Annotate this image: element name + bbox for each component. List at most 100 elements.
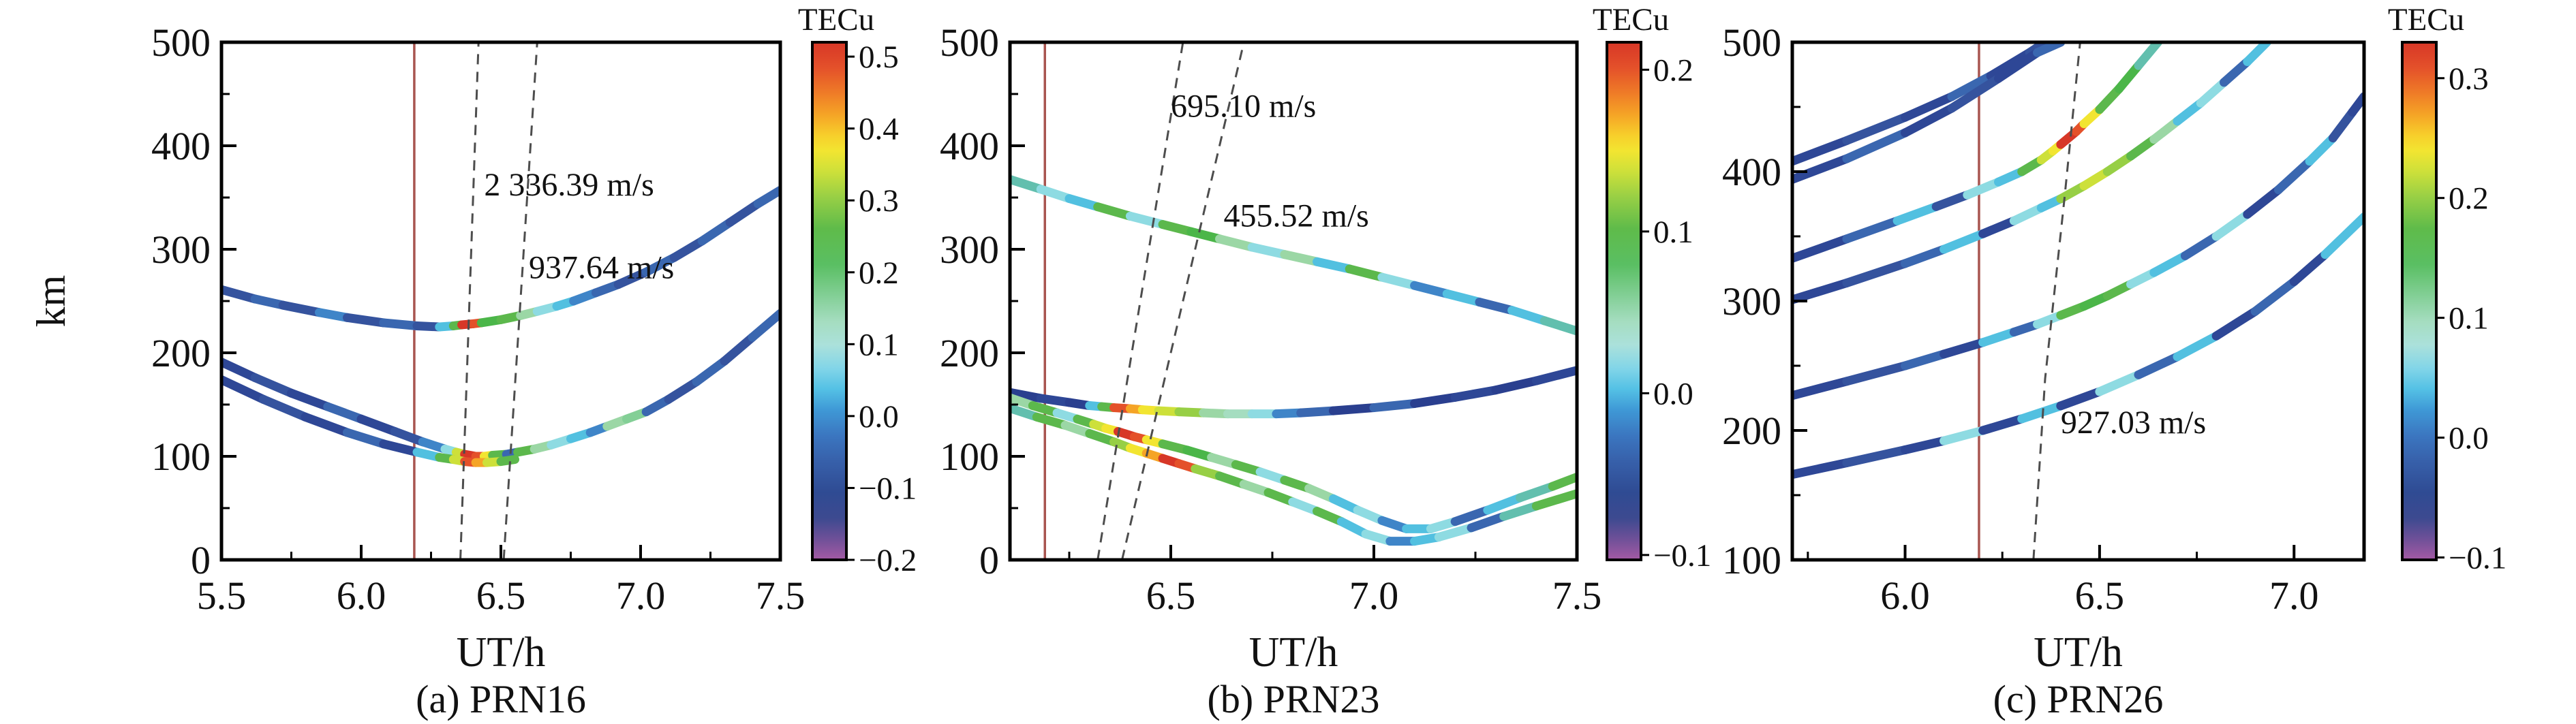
track-segment-arc-upper [641, 253, 679, 277]
track-segment-arc-top [1313, 257, 1354, 274]
track-segment-arc-top [1475, 298, 1517, 315]
track-segment-arc-3 [2243, 42, 2271, 66]
colorbar-tick-label: 0.4 [859, 112, 899, 147]
track-segment-arc-4 [2273, 157, 2314, 195]
colorbar-tick-label: −0.2 [859, 543, 917, 578]
panel-caption: (c) PRN26 [1993, 677, 2164, 721]
track-segment-arc-1a [1986, 48, 2034, 80]
track-segment-arc-2 [1842, 216, 1902, 244]
track-segment-arc-upper [753, 185, 780, 208]
x-axis-tick-label: 7.5 [1552, 573, 1602, 618]
track-segment-arc-low-2 [1531, 489, 1577, 511]
y-axis-tick-label: 200 [940, 331, 999, 375]
track-segment-arc-top [1247, 242, 1289, 259]
wavefront-speed-annotation: 937.64 m/s [529, 250, 674, 286]
track-segment-arc-4 [1939, 338, 1988, 359]
track-segment-arc-4 [2328, 108, 2357, 143]
track-segment-arc-top [1036, 185, 1074, 204]
panel-b: 695.10 m/s 455.52 m/s 6.5 7.0 7.5 0 100 200 300 4… [940, 2, 1711, 721]
colorbar-tick-label: −0.1 [1653, 538, 1711, 573]
track-segment-arc-low-2 [1434, 523, 1476, 542]
y-axis-tick-label: 400 [1722, 150, 1781, 194]
track-segment-arc-4 [2348, 92, 2364, 117]
track-segment-arc-4 [2305, 133, 2337, 166]
track-segment-arc-middle [748, 309, 780, 342]
track-segment-arc-top [1064, 194, 1103, 212]
track-segment-arc-4 [2180, 232, 2221, 260]
track-segment-arc-2 [1963, 177, 2003, 200]
y-axis-tick-label: 500 [151, 20, 211, 65]
wavefront-speed-annotation: 695.10 m/s [1171, 88, 1316, 124]
wavefront-dashed-line [459, 42, 480, 560]
y-axis-tick-label: 100 [940, 435, 999, 479]
y-axis-tick-label: 500 [1722, 20, 1781, 65]
y-axis-tick-label: 100 [151, 435, 211, 479]
wavefront-dashed-line [502, 42, 538, 560]
y-axis-title: km [29, 275, 74, 328]
x-axis-title: UT/h [2034, 629, 2123, 676]
track-segment-arc-1a [1947, 71, 1995, 101]
track-segment-arc-low-2 [1467, 511, 1509, 533]
track-segment-arc-3 [2220, 57, 2252, 87]
colorbar-tick-label: 0.0 [1653, 376, 1693, 411]
track-segment-arc-1b [1842, 128, 1910, 163]
track-segment-arc-top [1280, 250, 1322, 266]
track-segment-arc-top [1539, 316, 1577, 336]
track-segment-arc-lower [496, 455, 519, 467]
x-axis-tick-label: 7.5 [756, 573, 806, 618]
track-segment-arc-lower [259, 394, 310, 422]
track-segment-arc-upper [613, 267, 651, 289]
track-segment-arc-top [1125, 211, 1167, 230]
track-segment-arc-low-2 [1336, 517, 1370, 539]
track-segment-arc-upper [379, 318, 422, 330]
track-segment-arc-1b [1947, 74, 2003, 113]
track-segment-arc-5 [2289, 250, 2330, 286]
track-segment-arc-5 [2017, 401, 2066, 424]
track-segment-arc-low-2 [1032, 412, 1070, 430]
track-segment-arc-top [1410, 281, 1452, 298]
axes-spines [219, 40, 782, 562]
track-segment-arc-3 [2102, 151, 2136, 176]
track-segment-arc-3 [2009, 203, 2046, 225]
track-segment-arc-5 [2056, 387, 2104, 411]
colorbar-tick-label: 0.0 [2449, 421, 2489, 456]
track-segment-arc-upper [725, 199, 763, 227]
track-segment-arc-2 [1792, 234, 1852, 263]
colorbar [1606, 41, 1642, 561]
plot-area [1010, 42, 1577, 560]
track-segment-arc-4 [2211, 210, 2252, 241]
track-segment-arc-top [1442, 289, 1484, 307]
y-axis-tick-label: 400 [151, 124, 211, 168]
track-segment-arc-1b [1901, 104, 1957, 138]
track-segment-arc-middle [221, 358, 260, 382]
wavefront-speed-annotation: 927.03 m/s [2061, 405, 2206, 441]
track-segment-arc-3 [1978, 216, 2019, 238]
track-segment-arc-dark [1296, 406, 1338, 418]
colorbar-title: TECu [1593, 2, 1669, 37]
wavefront-dashed-line [2032, 42, 2081, 560]
track-segment-arc-middle [356, 414, 399, 437]
y-axis-tick-label: 100 [1722, 538, 1781, 582]
track-segment-arc-top [1158, 220, 1196, 236]
axes-spines [1790, 40, 2366, 562]
track-segment-arc-1b [1993, 48, 2042, 83]
panel-c: 927.03 m/s 6.0 6.5 7.0 100 200 300 400 500 UT/h(c… [1722, 2, 2506, 721]
track-segment-arc-upper [697, 217, 735, 246]
track-segment-arc-3 [2056, 181, 2089, 204]
track-segment-arc-lower [379, 439, 422, 457]
track-segment-arc-middle [250, 373, 296, 398]
track-segment-arc-middle [664, 377, 701, 404]
x-axis-title: UT/h [1249, 629, 1338, 676]
track-segment-arc-4 [1792, 377, 1852, 400]
track-segment-arc-dark [1531, 366, 1577, 385]
track-segment-arc-5 [2250, 277, 2299, 316]
track-segment-arc-3 [2126, 135, 2159, 161]
track-segment-arc-2 [1892, 202, 1941, 225]
track-segment-arc-dark [1491, 376, 1541, 395]
track-segment-arc-top [1507, 306, 1549, 326]
track-segment-arc-upper [221, 285, 260, 304]
track-segment-arc-lower [221, 375, 268, 404]
colorbar-tick-label: −0.1 [2449, 540, 2506, 576]
